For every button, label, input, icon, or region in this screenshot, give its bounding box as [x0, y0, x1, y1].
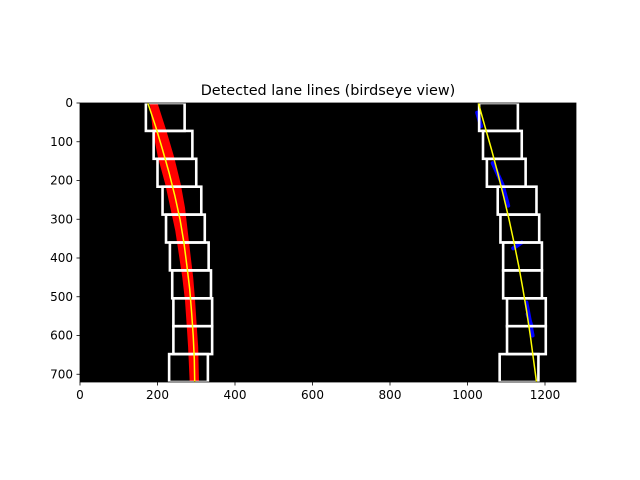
y-tick-label-7: 700	[50, 367, 73, 381]
x-tick-label-4: 800	[379, 388, 402, 402]
x-axis: 0 200 400 600 800 1000 1200	[76, 382, 560, 402]
x-tick-label-0: 0	[76, 388, 84, 402]
left-lane-fit	[147, 103, 196, 382]
left-lane-pixels	[149, 103, 199, 382]
x-tick-label-6: 1200	[530, 388, 561, 402]
chart-title: Detected lane lines (birdseye view)	[201, 83, 456, 99]
right-lane-fit	[477, 103, 538, 382]
y-tick-label-5: 500	[50, 290, 73, 304]
x-tick-label-1: 200	[146, 388, 169, 402]
x-tick-label-3: 600	[301, 388, 324, 402]
plot-frame	[79, 102, 577, 383]
plot-content	[144, 103, 548, 382]
right-lane-pixel-segment-5	[525, 312, 534, 328]
left-sliding-window-9	[167, 352, 210, 382]
y-tick-label-4: 400	[50, 251, 73, 265]
y-tick-label-3: 300	[50, 212, 73, 226]
x-tick-label-2: 400	[224, 388, 247, 402]
y-tick-label-0: 0	[65, 96, 73, 110]
y-tick-label-1: 100	[50, 135, 73, 149]
x-tick-label-5: 1000	[452, 388, 483, 402]
right-sliding-window-19	[498, 352, 540, 382]
y-tick-label-6: 600	[50, 329, 73, 343]
y-tick-label-2: 200	[50, 174, 73, 188]
y-axis: 0 100 200 300 400 500 600 700	[50, 96, 80, 381]
